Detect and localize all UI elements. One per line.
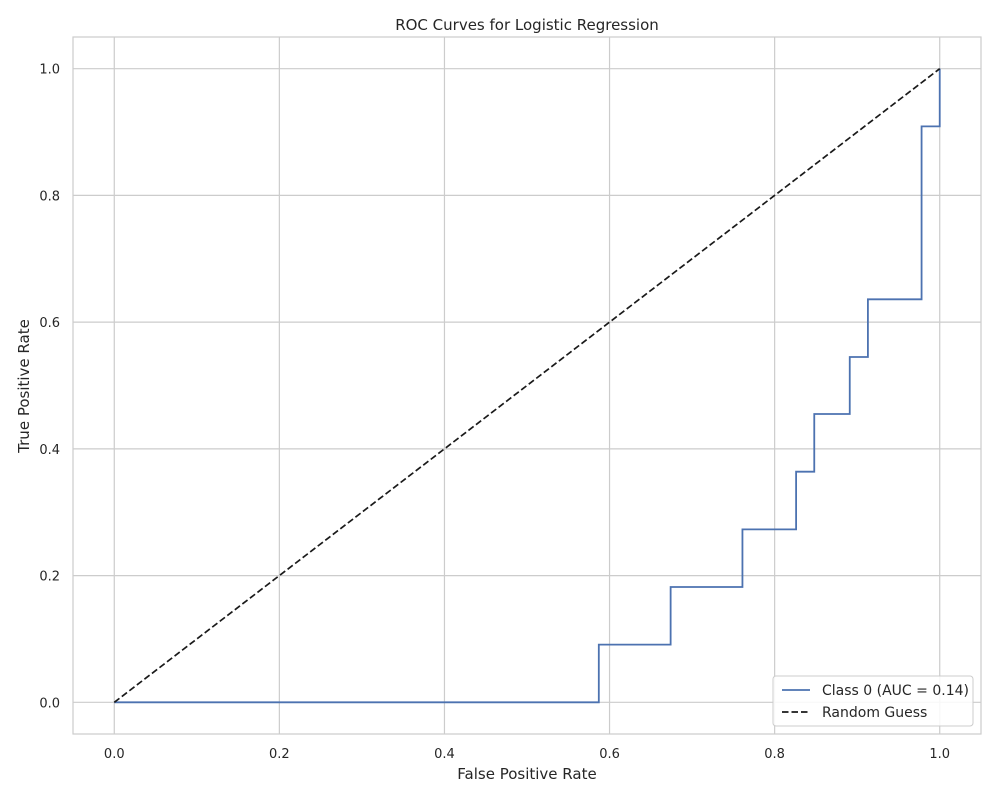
random-guess-line — [113, 68, 941, 703]
legend-label: Class 0 (AUC = 0.14) — [822, 683, 969, 699]
y-tick-label: 0.2 — [39, 570, 60, 585]
y-tick-labels: 0.0 0.2 0.4 0.6 0.8 1.0 — [39, 63, 60, 712]
chart-title: ROC Curves for Logistic Regression — [395, 16, 659, 34]
x-axis-label: False Positive Rate — [457, 765, 596, 783]
series-lines — [113, 68, 941, 704]
plot-frame — [72, 36, 982, 735]
x-tick-label: 0.0 — [104, 747, 125, 762]
y-axis-label: True Positive Rate — [15, 319, 33, 454]
x-tick-label: 0.8 — [764, 747, 785, 762]
legend-box — [772, 675, 974, 727]
y-tick-label: 0.8 — [39, 189, 60, 204]
grid-lines — [73, 37, 981, 734]
x-tick-label: 0.2 — [269, 747, 290, 762]
y-tick-label: 0.4 — [39, 443, 60, 458]
y-tick-label: 1.0 — [39, 63, 60, 78]
legend-label: Random Guess — [822, 705, 927, 721]
y-tick-label: 0.6 — [39, 316, 60, 331]
y-tick-label: 0.0 — [39, 696, 60, 711]
legend: Class 0 (AUC = 0.14) Random Guess — [772, 675, 974, 727]
x-tick-label: 0.6 — [599, 747, 620, 762]
x-tick-label: 1.0 — [929, 747, 950, 762]
x-tick-label: 0.4 — [434, 747, 455, 762]
roc-curve-line — [114, 68, 941, 704]
x-tick-labels: 0.0 0.2 0.4 0.6 0.8 1.0 — [104, 747, 950, 762]
